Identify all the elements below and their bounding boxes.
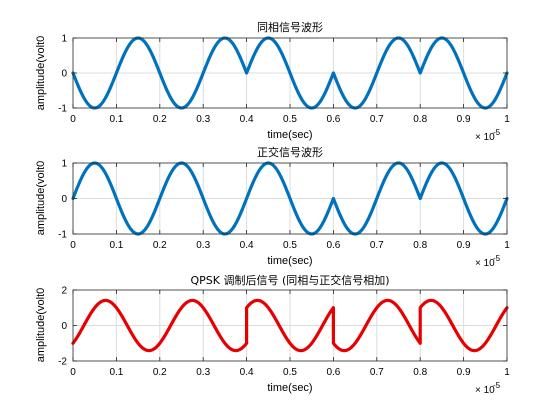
qpsk-ytick-label: 0 bbox=[61, 321, 67, 332]
inphase-ytick-label: 0 bbox=[61, 69, 67, 80]
quadrature-panel: 0 0.1 0.2 0.3 0.4 0.5 0.6 0.7 0.8 0.9 1-101 正交信号波形… bbox=[35, 145, 510, 269]
qpsk-signal-line bbox=[71, 298, 509, 353]
inphase-xtick-label: 0.2 bbox=[153, 114, 167, 125]
quadrature-ytick-label: -1 bbox=[58, 230, 67, 241]
qpsk-xtick-label: 0.8 bbox=[413, 367, 427, 378]
qpsk-x-exponent: -5 bbox=[493, 381, 501, 390]
qpsk-xtick-label: 0.6 bbox=[326, 367, 340, 378]
quadrature-x-exponent: -5 bbox=[493, 254, 501, 263]
quadrature-xtick-label: 1 bbox=[504, 240, 510, 251]
qpsk-xtick-label: 0 bbox=[70, 367, 76, 378]
quadrature-ylabel: amplitude(volt0 bbox=[35, 161, 47, 236]
qpsk-xtick-label: 1 bbox=[504, 367, 510, 378]
qpsk-x-multiplier: × 10 bbox=[475, 385, 495, 396]
quadrature-xtick-label: 0.1 bbox=[109, 240, 123, 251]
quadrature-xlabel: time(sec) bbox=[267, 255, 312, 267]
quadrature-signal-line bbox=[71, 161, 509, 236]
quadrature-xtick-label: 0.3 bbox=[196, 240, 210, 251]
inphase-panel: 0 0.1 0.2 0.3 0.4 0.5 0.6 0.7 0.8 0.9 1-101 同相信号波形… bbox=[35, 21, 510, 143]
quadrature-xtick-label: 0.5 bbox=[283, 240, 297, 251]
qpsk-xtick-label: 0.7 bbox=[370, 367, 384, 378]
inphase-xtick-label: 0.8 bbox=[413, 114, 427, 125]
qpsk-xtick-label: 0.2 bbox=[153, 367, 167, 378]
inphase-xtick-label: 0.3 bbox=[196, 114, 210, 125]
qpsk-xtick-label: 0.4 bbox=[240, 367, 254, 378]
quadrature-ytick-label: 0 bbox=[61, 194, 67, 205]
inphase-ylabel: amplitude(volt0 bbox=[35, 36, 47, 111]
qpsk-xtick-label: 0.1 bbox=[109, 367, 123, 378]
quadrature-xtick-label: 0.2 bbox=[153, 240, 167, 251]
quadrature-xtick-label: 0.9 bbox=[457, 240, 471, 251]
qpsk-ylabel: amplitude(volt0 bbox=[35, 288, 47, 363]
inphase-xtick-label: 0.1 bbox=[109, 114, 123, 125]
inphase-x-multiplier: × 10 bbox=[475, 132, 495, 143]
quadrature-xtick-label: 0.8 bbox=[413, 240, 427, 251]
quadrature-title: 正交信号波形 bbox=[257, 145, 323, 159]
qpsk-xtick-label: 0.9 bbox=[457, 367, 471, 378]
inphase-x-exponent: -5 bbox=[493, 128, 501, 137]
inphase-xtick-label: 0.4 bbox=[240, 114, 254, 125]
inphase-xtick-label: 0 bbox=[70, 114, 76, 125]
qpsk-panel: 0 0.1 0.2 0.3 0.4 0.5 0.6 0.7 0.8 0.9 1-202 QPSK 调… bbox=[35, 273, 510, 396]
quadrature-xtick-label: 0 bbox=[70, 240, 76, 251]
inphase-signal-line bbox=[71, 36, 509, 110]
inphase-xtick-label: 0.9 bbox=[457, 114, 471, 125]
quadrature-xtick-label: 0.6 bbox=[326, 240, 340, 251]
qpsk-xlabel: time(sec) bbox=[267, 382, 312, 394]
qpsk-title: QPSK 调制后信号 (同相与正交信号相加) bbox=[190, 273, 389, 287]
inphase-xtick-label: 0.5 bbox=[283, 114, 297, 125]
qpsk-xtick-label: 0.3 bbox=[196, 367, 210, 378]
inphase-ytick-label: 1 bbox=[61, 34, 67, 45]
quadrature-ytick-label: 1 bbox=[61, 159, 67, 170]
inphase-xtick-label: 0.7 bbox=[370, 114, 384, 125]
quadrature-xtick-label: 0.4 bbox=[240, 240, 254, 251]
inphase-xtick-label: 1 bbox=[504, 114, 510, 125]
quadrature-xtick-label: 0.7 bbox=[370, 240, 384, 251]
qpsk-xtick-label: 0.5 bbox=[283, 367, 297, 378]
qpsk-ytick-label: 2 bbox=[61, 286, 67, 297]
inphase-xtick-label: 0.6 bbox=[326, 114, 340, 125]
inphase-title: 同相信号波形 bbox=[257, 21, 323, 34]
inphase-xlabel: time(sec) bbox=[267, 129, 312, 141]
inphase-ytick-label: -1 bbox=[58, 104, 67, 115]
qpsk-ytick-label: -2 bbox=[58, 357, 67, 368]
quadrature-x-multiplier: × 10 bbox=[475, 258, 495, 269]
